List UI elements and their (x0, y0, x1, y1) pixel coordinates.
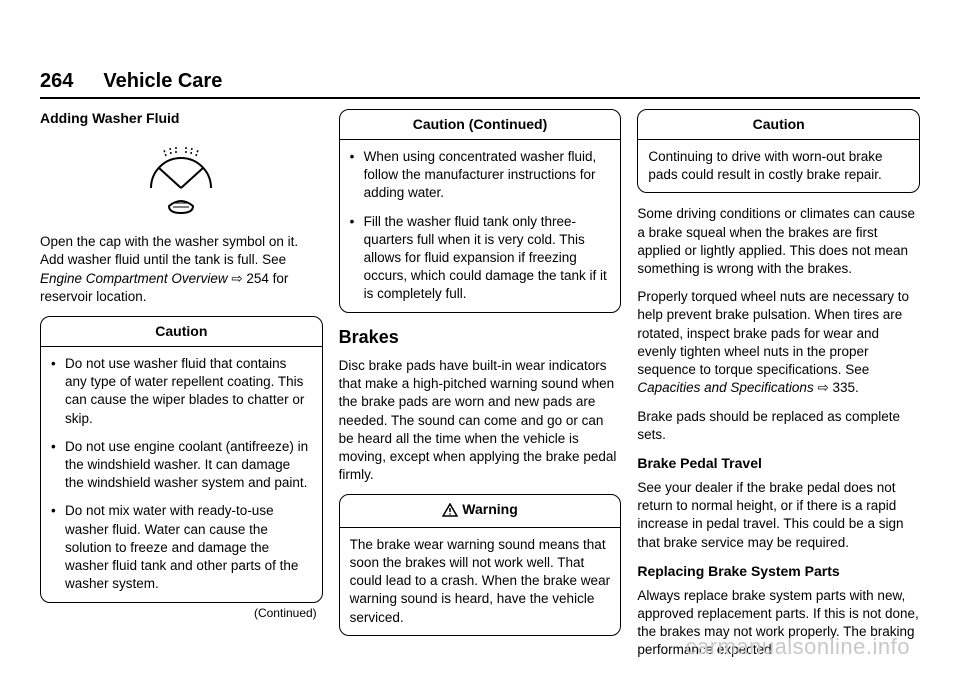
caution-item: Do not mix water with ready-to-use washe… (51, 502, 312, 593)
page-header: 264 Vehicle Care (40, 70, 920, 99)
caution-item: When using concentrated washer fluid, fo… (350, 148, 611, 203)
continued-label: (Continued) (40, 605, 323, 621)
column-1: Adding Washer Fluid Open the cap with th… (40, 109, 323, 669)
caution-item: Do not use engine coolant (antifreeze) i… (51, 438, 312, 493)
column-3: Caution Continuing to drive with worn-ou… (637, 109, 920, 669)
brakes-text: Disc brake pads have built-in wear indic… (339, 357, 622, 485)
brakes-heading: Brakes (339, 325, 622, 349)
replacing-parts-heading: Replacing Brake System Parts (637, 562, 920, 581)
caution-box-1: Caution Do not use washer fluid that con… (40, 316, 323, 603)
para-driving-conditions: Some driving conditions or climates can … (637, 205, 920, 278)
engine-compartment-ref: Engine Compartment Overview (40, 271, 228, 286)
caution-body: Do not use washer fluid that contains an… (41, 347, 322, 602)
watermark: carmanualsonline.info (685, 634, 910, 660)
caution-continued-header: Caution (Continued) (340, 110, 621, 140)
warning-header: Warning (340, 495, 621, 527)
open-cap-text: Open the cap with the washer symbol on i… (40, 233, 323, 306)
para-torqued-nuts: Properly torqued wheel nuts are necessar… (637, 288, 920, 397)
brake-pedal-travel-heading: Brake Pedal Travel (637, 454, 920, 473)
caution-body-3: Continuing to drive with worn-out brake … (638, 140, 919, 192)
caution-box-continued: Caution (Continued) When using concentra… (339, 109, 622, 313)
capacities-ref: Capacities and Specifications (637, 380, 813, 395)
para-complete-sets: Brake pads should be replaced as complet… (637, 408, 920, 444)
column-2: Caution (Continued) When using concentra… (339, 109, 622, 669)
caution-continued-body: When using concentrated washer fluid, fo… (340, 140, 621, 312)
caution-item: Fill the washer fluid tank only three-qu… (350, 213, 611, 304)
warning-body: The brake wear warning sound means that … (340, 528, 621, 635)
section-title: Vehicle Care (103, 70, 222, 93)
washer-fluid-icon (131, 138, 231, 218)
warning-box: Warning The brake wear warning sound mea… (339, 494, 622, 635)
caution-header: Caution (41, 317, 322, 347)
page-number: 264 (40, 70, 73, 93)
warning-triangle-icon (442, 503, 458, 517)
caution-header-3: Caution (638, 110, 919, 140)
warning-label: Warning (462, 500, 517, 519)
para-pedal-travel: See your dealer if the brake pedal does … (637, 479, 920, 552)
adding-washer-fluid-heading: Adding Washer Fluid (40, 109, 323, 128)
caution-box-3: Caution Continuing to drive with worn-ou… (637, 109, 920, 193)
caution-item: Do not use washer fluid that contains an… (51, 355, 312, 428)
washer-icon-container (40, 138, 323, 223)
